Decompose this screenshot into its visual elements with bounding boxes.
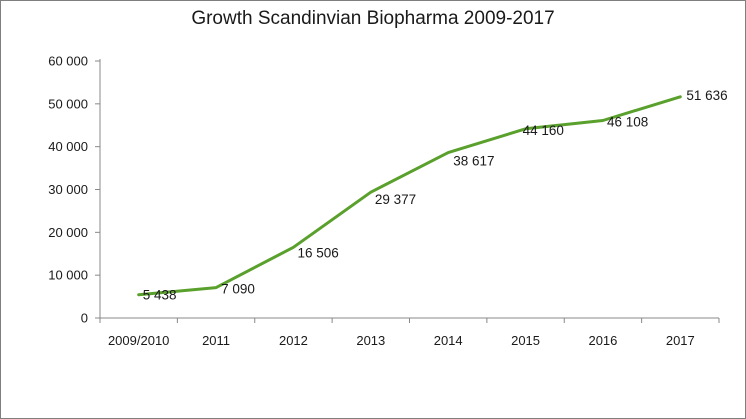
axes [99,59,719,319]
series-line [137,95,682,297]
y-tick-label: 0 [81,311,88,326]
y-tick-label: 40 000 [48,139,88,154]
y-tick-label: 60 000 [48,54,88,69]
data-label: 46 108 [607,115,648,130]
y-tick-label: 50 000 [48,96,88,111]
data-label: 5 438 [143,288,177,303]
data-labels: 5 438 7 090 16 506 29 377 38 617 44 160 46 108… [143,88,728,303]
x-tick-label: 2013 [356,333,385,348]
data-label: 16 506 [297,245,338,260]
y-tick-label: 20 000 [48,225,88,240]
data-label: 38 617 [453,154,494,169]
chart-title: Growth Scandinvian Biopharma 2009-2017 [191,8,555,29]
x-tick-label: 2011 [202,333,230,348]
y-axis-ticks: 0 10 000 20 000 30 000 40 000 50 000 60 000 [48,54,100,326]
data-label: 44 160 [523,123,564,138]
series-group [137,95,682,297]
data-label: 29 377 [375,192,416,207]
x-tick-label: 2016 [588,333,617,348]
y-tick-label: 10 000 [48,268,88,283]
data-label: 7 090 [221,282,255,297]
x-tick-label: 2009/2010 [108,333,169,348]
x-tick-label: 2012 [279,333,308,348]
x-tick-label: 2015 [511,333,540,348]
x-tick-label: 2014 [434,333,463,348]
x-axis-ticks: 2009/2010 2011 2012 2013 2014 2015 2016 2017 [99,318,720,348]
y-tick-label: 30 000 [48,182,88,197]
x-tick-label: 2017 [666,333,695,348]
data-label: 51 636 [686,88,727,103]
